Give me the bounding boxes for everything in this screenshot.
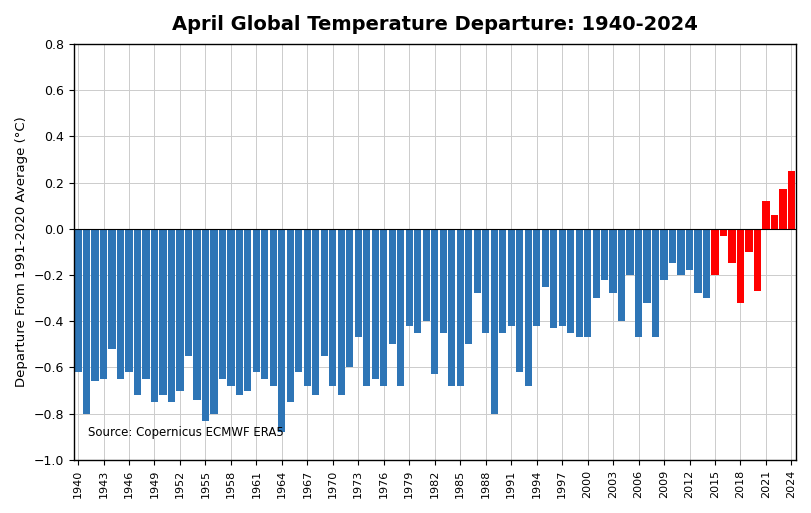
Bar <box>345 229 353 367</box>
Bar <box>634 229 642 338</box>
Bar <box>770 215 777 229</box>
Bar <box>507 229 514 326</box>
Bar <box>295 229 302 372</box>
Bar <box>108 229 115 349</box>
Bar <box>202 229 208 421</box>
Bar <box>235 229 242 395</box>
Bar <box>693 229 701 293</box>
Bar <box>592 229 599 298</box>
Bar <box>549 229 556 328</box>
Bar <box>261 229 268 379</box>
Bar <box>337 229 345 395</box>
Bar <box>354 229 362 338</box>
Bar <box>642 229 650 303</box>
Bar <box>363 229 370 386</box>
Bar <box>465 229 472 344</box>
Bar <box>744 229 752 252</box>
Bar <box>218 229 225 379</box>
Bar <box>753 229 760 291</box>
Text: Source: Copernicus ECMWF ERA5: Source: Copernicus ECMWF ERA5 <box>88 426 284 439</box>
Bar <box>532 229 539 326</box>
Bar <box>762 201 769 229</box>
Bar <box>566 229 573 333</box>
Bar <box>448 229 455 386</box>
Bar <box>490 229 497 413</box>
Bar <box>92 229 98 381</box>
Bar <box>278 229 285 432</box>
Bar <box>710 229 718 275</box>
Bar <box>286 229 294 402</box>
Bar <box>482 229 489 333</box>
Bar <box>388 229 396 344</box>
Bar <box>406 229 412 326</box>
Bar <box>83 229 90 413</box>
Bar <box>651 229 659 338</box>
Bar <box>668 229 676 264</box>
Bar <box>600 229 607 280</box>
Bar <box>176 229 183 390</box>
Bar <box>422 229 429 321</box>
Bar <box>244 229 251 390</box>
Bar <box>626 229 633 275</box>
Bar <box>685 229 693 270</box>
Bar <box>541 229 548 287</box>
Bar <box>516 229 522 372</box>
Bar <box>558 229 565 326</box>
Bar <box>371 229 379 379</box>
Bar <box>193 229 200 400</box>
Bar <box>787 171 794 229</box>
Bar <box>125 229 132 372</box>
Bar <box>134 229 141 395</box>
Bar <box>702 229 710 298</box>
Bar <box>617 229 624 321</box>
Bar <box>499 229 506 333</box>
Bar <box>473 229 480 293</box>
Bar <box>328 229 336 386</box>
Bar <box>75 229 82 372</box>
Bar <box>397 229 404 386</box>
Bar <box>583 229 590 338</box>
Bar <box>117 229 124 379</box>
Bar <box>320 229 328 356</box>
Bar <box>185 229 192 356</box>
Bar <box>227 229 234 386</box>
Bar <box>736 229 743 303</box>
Bar <box>312 229 319 395</box>
Bar <box>414 229 421 333</box>
Bar <box>676 229 684 275</box>
Bar <box>456 229 463 386</box>
Bar <box>100 229 107 379</box>
Bar <box>142 229 149 379</box>
Bar <box>210 229 217 413</box>
Y-axis label: Departure From 1991-2020 Average (°C): Departure From 1991-2020 Average (°C) <box>15 116 28 387</box>
Bar <box>524 229 531 386</box>
Bar <box>380 229 387 386</box>
Bar <box>159 229 166 395</box>
Bar <box>269 229 277 386</box>
Bar <box>168 229 175 402</box>
Bar <box>727 229 735 264</box>
Bar <box>779 189 786 229</box>
Bar <box>303 229 311 386</box>
Bar <box>151 229 158 402</box>
Bar <box>575 229 582 338</box>
Bar <box>252 229 260 372</box>
Bar <box>609 229 616 293</box>
Title: April Global Temperature Departure: 1940-2024: April Global Temperature Departure: 1940… <box>172 15 697 34</box>
Bar <box>659 229 667 280</box>
Bar <box>431 229 438 374</box>
Bar <box>439 229 446 333</box>
Bar <box>719 229 726 235</box>
